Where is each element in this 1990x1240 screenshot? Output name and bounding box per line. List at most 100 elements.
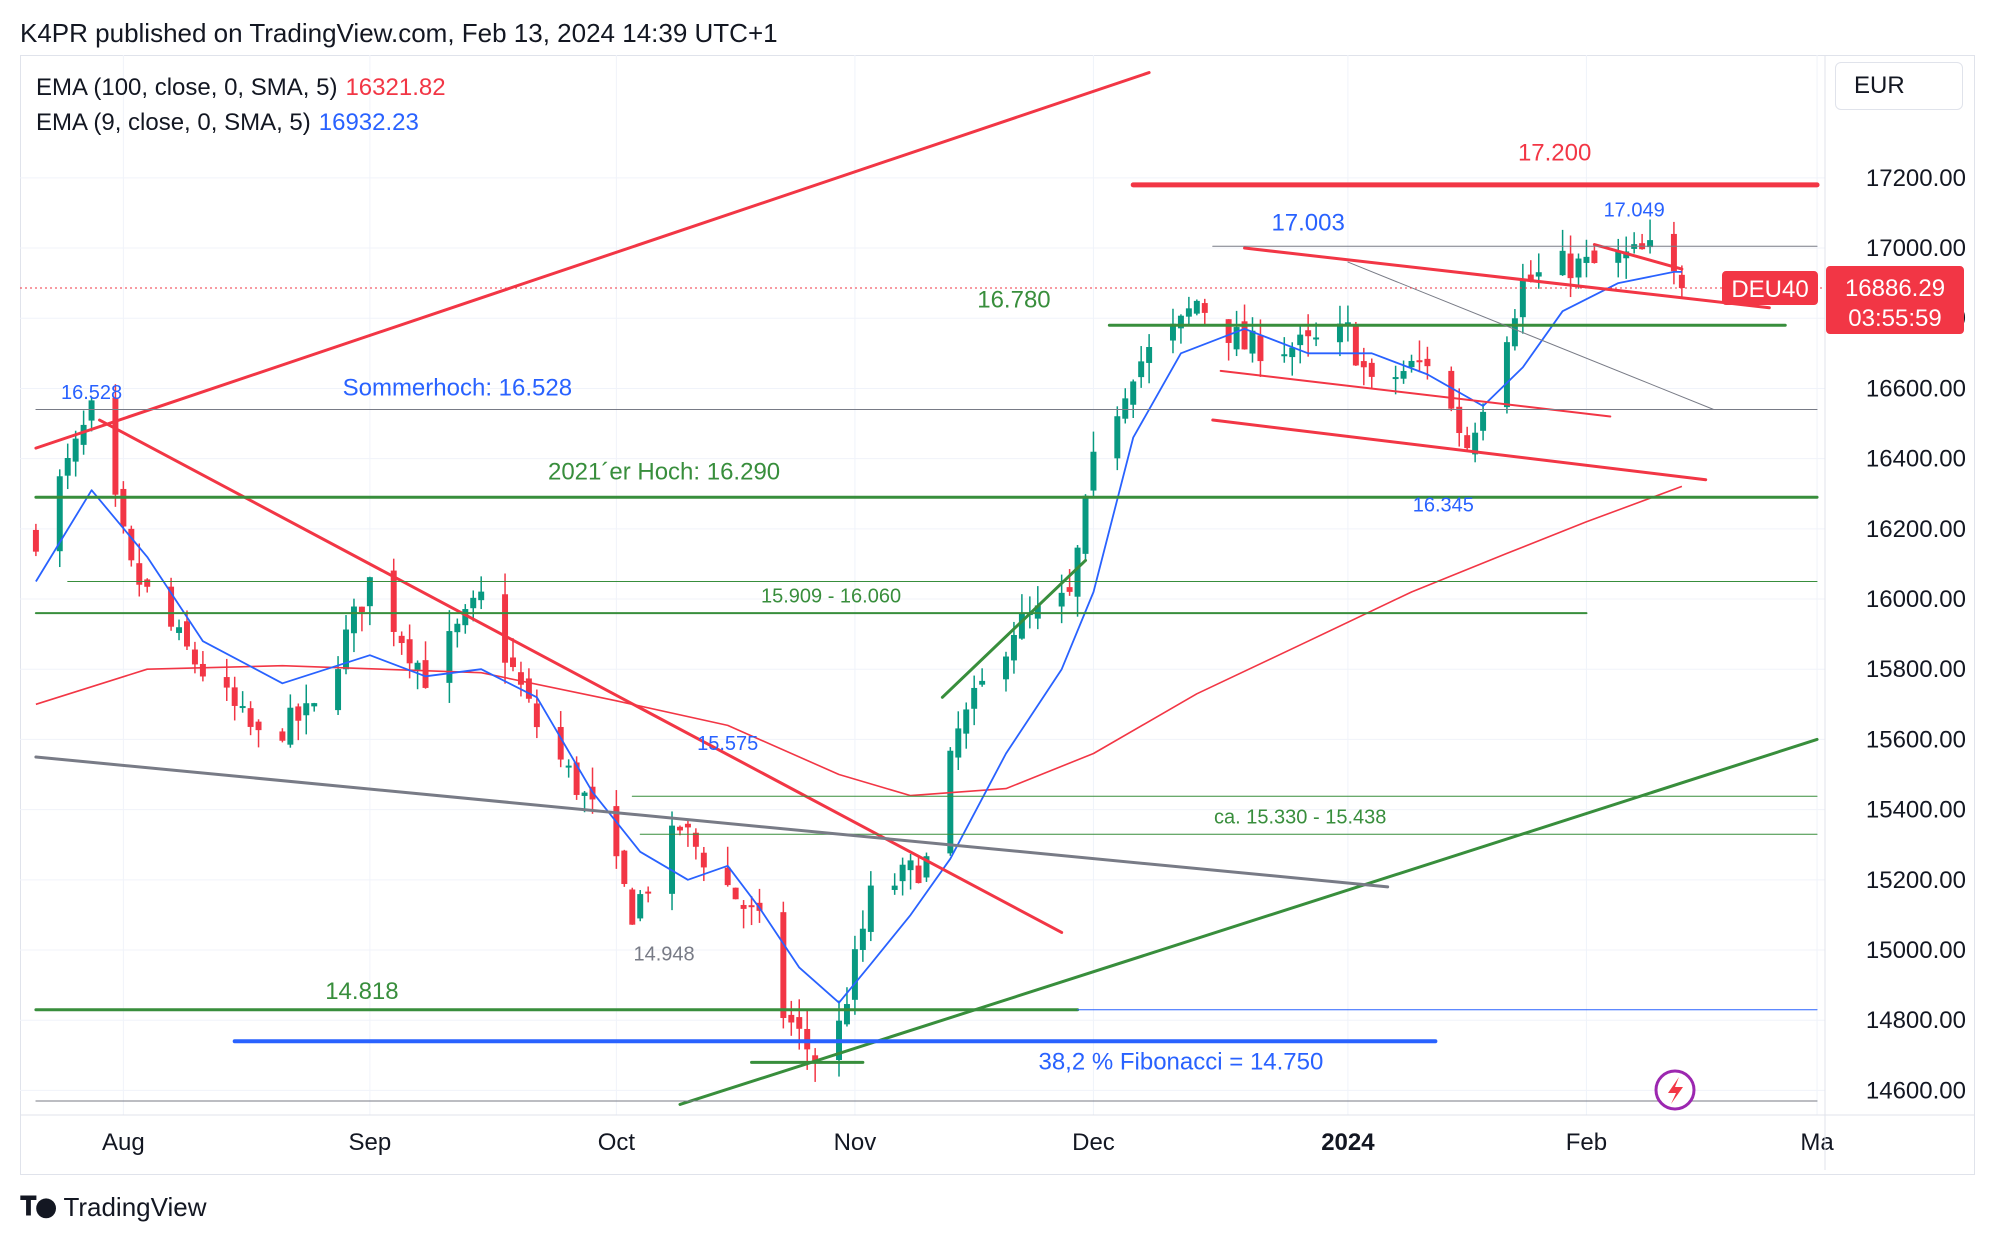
trend-line-red xyxy=(1592,243,1684,271)
candle xyxy=(1567,235,1574,298)
candle-body xyxy=(223,677,230,688)
candle-body xyxy=(796,1017,803,1029)
candle xyxy=(1146,334,1153,384)
candle xyxy=(390,558,397,647)
legend-ema-100[interactable]: EMA (100, close, 0, SMA, 5) 16321.82 xyxy=(36,74,446,102)
candle xyxy=(955,711,962,771)
candle-body xyxy=(255,721,262,731)
candle-body xyxy=(1130,381,1137,405)
candle xyxy=(979,668,986,687)
y-axis-tick-label: 14800.00 xyxy=(1866,1007,1966,1034)
last-price-value: 16886.29 xyxy=(1845,275,1945,302)
candle-body xyxy=(1185,308,1192,317)
candle xyxy=(915,857,922,884)
trend-line-red xyxy=(1219,369,1612,418)
candle-body xyxy=(279,731,286,741)
candle-body xyxy=(1003,656,1009,680)
candle xyxy=(1535,253,1542,289)
candle-body xyxy=(191,649,198,665)
candle-body xyxy=(120,488,127,527)
candle-body xyxy=(676,826,683,831)
candle xyxy=(1177,314,1184,344)
candle-body xyxy=(1082,495,1089,554)
candle xyxy=(700,846,707,882)
trend-line-red xyxy=(1243,246,1771,310)
symbol-tag-bg xyxy=(1722,271,1818,306)
trend-line-red xyxy=(98,418,1064,934)
legend-ema-9[interactable]: EMA (9, close, 0, SMA, 5) 16932.23 xyxy=(36,109,419,137)
candle xyxy=(168,577,175,631)
candle xyxy=(1066,569,1073,596)
annotation-label: ca. 15.330 - 15.438 xyxy=(1214,807,1386,829)
candle-body xyxy=(955,728,962,758)
candle xyxy=(859,910,866,962)
candle-body xyxy=(168,586,175,627)
candle xyxy=(144,578,151,593)
candle xyxy=(613,790,620,869)
candle-body xyxy=(963,709,970,734)
candle-body xyxy=(1018,613,1025,639)
candle-body xyxy=(1281,354,1288,357)
candle-body xyxy=(971,687,978,709)
candle-body xyxy=(144,579,151,587)
candle-body xyxy=(692,832,699,847)
candle xyxy=(780,901,787,1029)
candle-body xyxy=(1480,411,1487,431)
footer-brand[interactable]: 𝐓● TradingView xyxy=(20,1192,207,1223)
candle xyxy=(1130,379,1137,419)
candle-body xyxy=(1392,377,1399,380)
candle xyxy=(1003,651,1009,692)
candle-body xyxy=(557,726,564,760)
chart-frame[interactable] xyxy=(20,55,1975,1175)
candle-body xyxy=(859,928,866,950)
candle-body xyxy=(1591,250,1598,264)
candle xyxy=(1583,239,1590,278)
candle xyxy=(692,828,699,860)
candle-body xyxy=(645,891,652,894)
candle xyxy=(462,604,469,634)
candle-body xyxy=(1368,362,1375,377)
candle xyxy=(645,886,652,903)
candle-body xyxy=(88,400,95,421)
candle-body xyxy=(1408,360,1415,368)
candle-body xyxy=(1169,323,1176,341)
price-tag: DEU40 16886.29 03:55:59 xyxy=(1722,266,1964,335)
candle-body xyxy=(843,1004,850,1025)
candle-body xyxy=(724,867,731,886)
candle xyxy=(1169,308,1176,354)
candle-body xyxy=(1472,432,1479,455)
legend-ema-9-value: 16932.23 xyxy=(318,109,419,136)
candle-body xyxy=(1344,322,1351,325)
annotation-label: 2021´er Hoch: 16.290 xyxy=(548,459,780,486)
candle-body xyxy=(1146,347,1153,363)
publisher-header: K4PR published on TradingView.com, Feb 1… xyxy=(20,18,778,48)
currency-selector[interactable]: EUR xyxy=(1835,62,1963,110)
candle-body xyxy=(1010,634,1017,661)
candle xyxy=(891,873,898,895)
candle-body xyxy=(533,703,540,728)
candle xyxy=(525,668,532,703)
candle-body xyxy=(1511,318,1518,347)
candle-body xyxy=(1289,347,1296,358)
x-axis-tick-label: 2024 xyxy=(1321,1129,1375,1156)
y-axis-tick-label: 15000.00 xyxy=(1866,937,1966,964)
candle-body xyxy=(199,663,206,677)
candle xyxy=(255,719,262,748)
candle xyxy=(1456,388,1463,447)
candle xyxy=(517,661,524,697)
candle xyxy=(1193,299,1200,316)
candle-body xyxy=(446,631,453,683)
candle xyxy=(1281,337,1288,363)
y-axis-tick-label: 14600.00 xyxy=(1866,1077,1966,1104)
candlestick-chart[interactable]: 17.200 17.003 17.049 16.780 16.528 Sommerhoch… xyxy=(0,0,1990,1180)
candle xyxy=(343,615,349,675)
candle-body xyxy=(470,597,477,609)
candle xyxy=(1233,310,1240,357)
candle xyxy=(303,684,310,735)
candle-body xyxy=(1297,334,1304,346)
candle-body xyxy=(637,894,644,919)
candle-body xyxy=(176,627,183,633)
candle xyxy=(311,702,318,712)
candle xyxy=(1615,238,1622,278)
candle-body xyxy=(1416,360,1423,363)
